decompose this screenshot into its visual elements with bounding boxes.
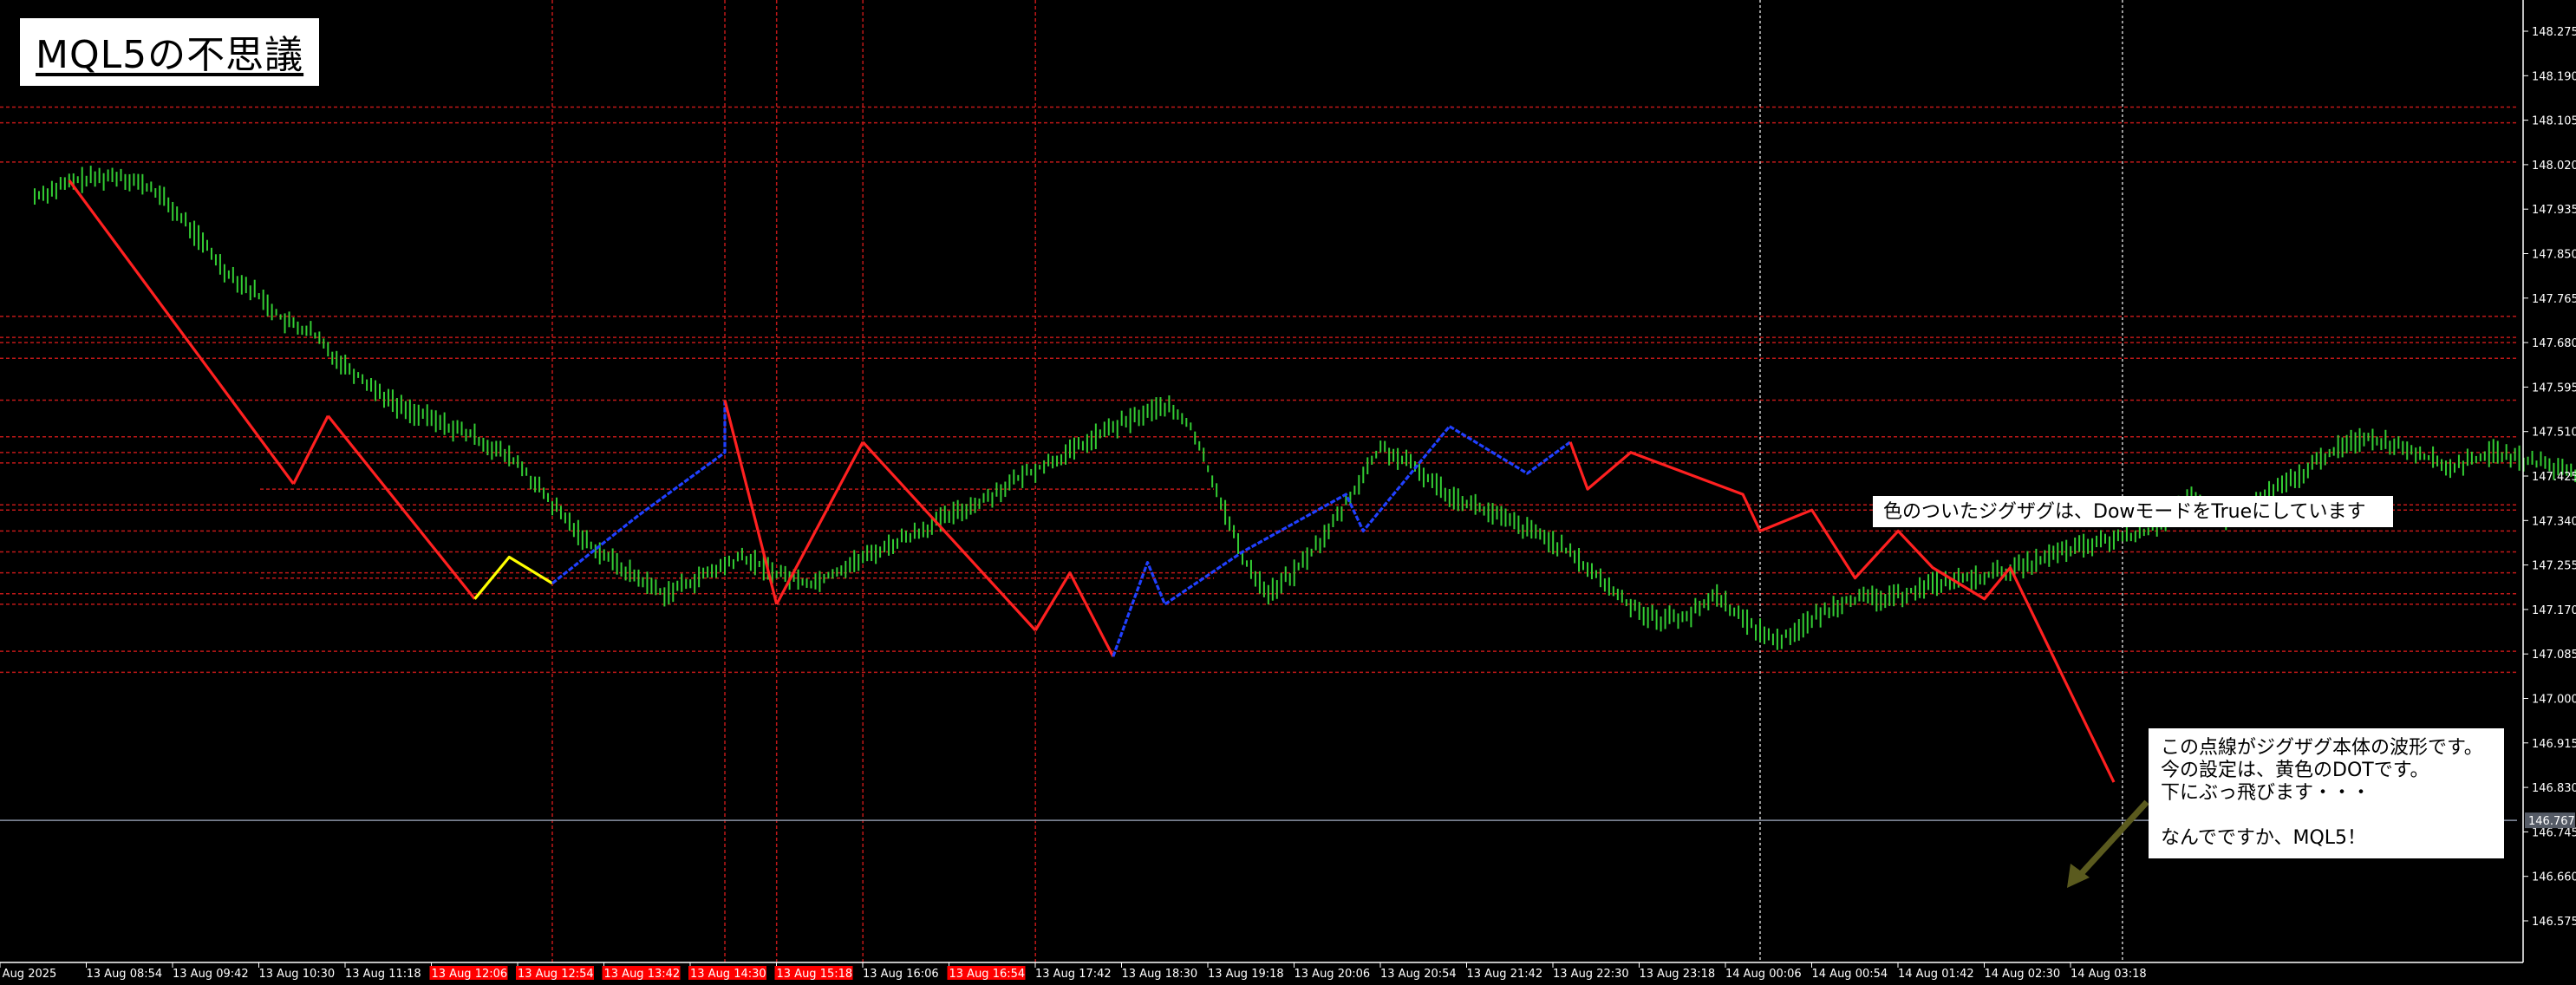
x-tick-label: 14 Aug 00:06: [1725, 968, 1802, 981]
arrow-head: [2067, 864, 2090, 888]
vertical-lines: [551, 0, 2123, 962]
zigzag-segment: [862, 440, 1037, 632]
y-tick-label: 146.830: [2532, 782, 2576, 795]
zigzag-segment: [1448, 425, 1572, 475]
zigzag-segment: [1568, 441, 2116, 783]
level-lines: [0, 106, 2517, 674]
zigzag-note-line-2: 今の設定は、黄色のDOTです。: [2161, 760, 2429, 781]
x-tick-label: 13 Aug 18:30: [1122, 968, 1198, 981]
time-axis: 13 Aug 2025 13 Aug 08:54 13 Aug 09:42 13 Au…: [0, 962, 2523, 981]
zigzag-segment: [473, 555, 553, 600]
x-tick-label: 13 Aug 12:54: [518, 968, 594, 981]
zigzag-note-line-4: [2161, 805, 2492, 827]
x-tick-label: 13 Aug 16:06: [863, 968, 939, 981]
zigzag-segment: [68, 179, 295, 486]
zigzag-lines: [68, 179, 2116, 783]
y-tick-label: 147.340: [2532, 515, 2576, 528]
x-tick-label: 13 Aug 22:30: [1553, 968, 1629, 981]
y-tick-label: 147.170: [2532, 604, 2576, 617]
zigzag-note-line-3: 下にぶっ飛びます・・・: [2161, 782, 2371, 804]
x-tick-label: 13 Aug 09:42: [173, 968, 249, 981]
y-tick-label: 147.765: [2532, 293, 2576, 306]
y-tick-label: 147.085: [2532, 649, 2576, 662]
zigzag-segment: [1034, 571, 1115, 657]
y-tick-label: 147.510: [2532, 427, 2576, 440]
x-tick-highlight: [774, 966, 853, 980]
zigzag-segment: [292, 414, 329, 485]
x-tick-label: 14 Aug 03:18: [2071, 968, 2147, 981]
y-tick-label: 146.915: [2532, 738, 2576, 751]
y-tick-label: 146.575: [2532, 916, 2576, 929]
x-tick-highlight: [947, 966, 1026, 980]
y-tick-label: 147.595: [2532, 382, 2576, 395]
x-tick-label: 13 Aug 12:06: [432, 968, 508, 981]
x-tick-label: 14 Aug 01:42: [1898, 968, 1974, 981]
zigzag-segment: [723, 400, 779, 605]
x-tick-label: 13 Aug 19:18: [1208, 968, 1284, 981]
y-tick-label: 147.000: [2532, 694, 2576, 707]
x-tick-label: 13 Aug 20:06: [1295, 968, 1371, 981]
x-tick-highlight: [516, 966, 594, 980]
y-tick-label: 147.680: [2532, 337, 2576, 350]
zigzag-note-line-1: この点線がジグザグ本体の波形です。: [2161, 737, 2483, 759]
candles: [34, 166, 2576, 650]
x-tick-label: 13 Aug 15:18: [777, 968, 853, 981]
zigzag-segment: [1112, 425, 1451, 657]
y-tick-label: 147.935: [2532, 204, 2576, 217]
x-tick-label: 14 Aug 00:54: [1812, 968, 1888, 981]
x-tick-label: 13 Aug 16:54: [949, 968, 1026, 981]
y-tick-label: 148.190: [2532, 70, 2576, 83]
y-tick-label: 148.020: [2532, 160, 2576, 173]
x-tick-label: 13 Aug 23:18: [1640, 968, 1716, 981]
x-tick-label: 13 Aug 13:42: [604, 968, 681, 981]
y-tick-label: 146.745: [2532, 826, 2576, 839]
y-tick-label: 147.850: [2532, 249, 2576, 262]
y-tick-label: 147.425: [2532, 471, 2576, 484]
y-tick-label: 148.105: [2532, 115, 2576, 128]
x-tick-label: 13 Aug 11:18: [345, 968, 421, 981]
zigzag-note-line-5: なんでですか、MQL5！: [2161, 827, 2367, 849]
x-tick-label: 13 Aug 14:30: [690, 968, 766, 981]
arrow-shaft: [2078, 799, 2149, 877]
zigzag-segment: [775, 441, 864, 605]
dow-mode-note-text: 色のついたジグザグは、DowモードをTrueにしています: [1883, 501, 2366, 523]
pointer-arrow: [2067, 799, 2149, 888]
x-tick-label: 13 Aug 17:42: [1035, 968, 1112, 981]
current-price-box: [2525, 812, 2575, 829]
x-tick-highlight: [688, 966, 766, 980]
x-tick-label: 13 Aug 20:54: [1380, 968, 1457, 981]
x-tick-label: 13 Aug 08:54: [87, 968, 163, 981]
price-axis: 148.275 148.190 148.105 148.020 147.935 147.8…: [2522, 0, 2576, 962]
zigzag-note: この点線がジグザグ本体の波形です。 今の設定は、黄色のDOTです。 下にぶっ飛び…: [2149, 728, 2504, 858]
y-tick-label: 147.255: [2532, 560, 2576, 573]
x-tick-highlight: [429, 966, 508, 980]
x-tick-label: 13 Aug 2025: [0, 968, 56, 981]
current-price-label: 146.767: [2528, 815, 2575, 828]
title-box: MQL5の不思議: [19, 17, 321, 87]
x-tick-label: 14 Aug 02:30: [1985, 968, 2061, 981]
x-tick-label: 13 Aug 21:42: [1467, 968, 1543, 981]
dow-mode-note: 色のついたジグザグは、DowモードをTrueにしています: [1873, 496, 2393, 527]
zigzag-segment: [327, 414, 476, 600]
y-tick-label: 148.275: [2532, 26, 2576, 39]
x-tick-highlight: [602, 966, 681, 980]
page-title: MQL5の不思議: [36, 33, 304, 77]
zigzag-segment: [551, 400, 727, 584]
y-tick-label: 146.660: [2532, 871, 2576, 884]
x-tick-label: 13 Aug 10:30: [259, 968, 336, 981]
